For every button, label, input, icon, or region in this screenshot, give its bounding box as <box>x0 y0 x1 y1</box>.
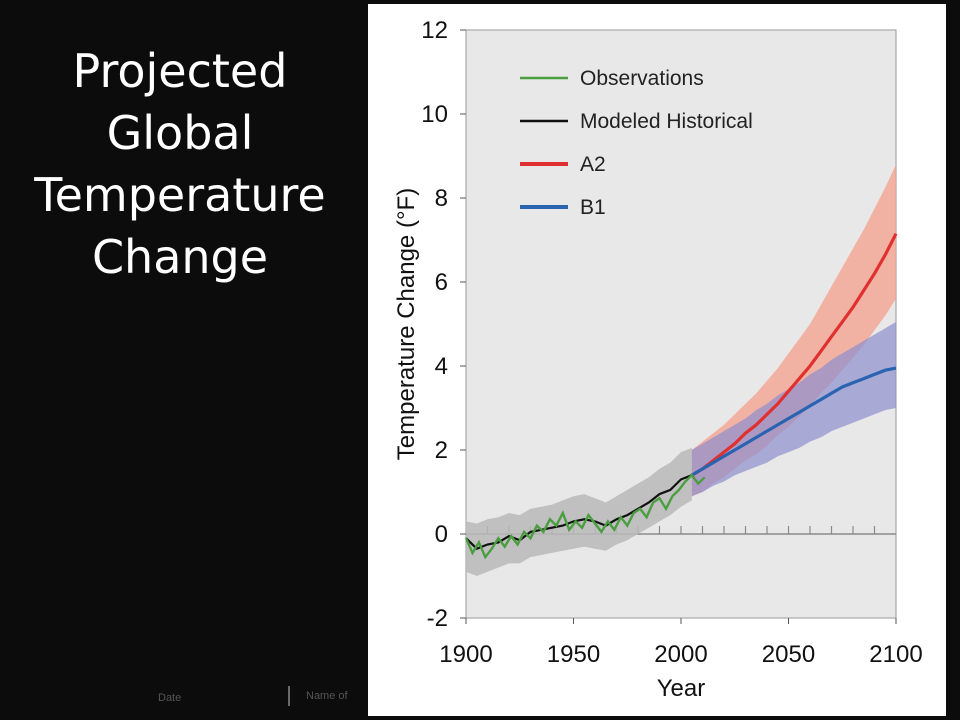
legend-label: A2 <box>580 153 606 176</box>
modeled-historical-line <box>465 474 693 550</box>
title-line-4: Change <box>91 230 269 284</box>
a2-range-band <box>691 164 896 497</box>
y-tick-label: 8 <box>435 185 448 212</box>
x-axis-title: Year <box>657 675 706 702</box>
legend-label: B1 <box>580 196 606 219</box>
temperature-chart: -2 0 2 4 6 8 10 12 1900 1950 2000 2050 2100 Year Tempe… <box>393 17 923 702</box>
footer-divider <box>288 686 290 706</box>
footer-date: Date <box>158 692 182 704</box>
y-axis-title: Temperature Change (°F) <box>393 188 420 460</box>
title-line-3: Temperature <box>34 168 326 222</box>
y-tick-label: 6 <box>435 269 448 296</box>
b1-range-band <box>691 321 896 497</box>
slide-title: Projected Global Temperature Change <box>10 40 350 288</box>
y-tick-label: 0 <box>435 521 448 548</box>
title-line-1: Projected <box>72 44 288 98</box>
footer-name: Name of <box>306 690 348 702</box>
y-tick-label: 2 <box>435 437 448 464</box>
y-tick-label: 4 <box>435 353 448 380</box>
x-tick-label: 2100 <box>869 641 922 668</box>
legend-label: Observations <box>580 67 704 90</box>
y-tick-label: 10 <box>421 101 448 128</box>
x-tick-label: 1900 <box>439 641 492 668</box>
historical-range-band <box>466 447 692 576</box>
x-tick-label: 2000 <box>654 641 707 668</box>
legend-label: Modeled Historical <box>580 110 753 133</box>
y-tick-label: -2 <box>427 605 448 632</box>
a2-line <box>690 232 898 477</box>
chart-panel: -2 0 2 4 6 8 10 12 1900 1950 2000 2050 2100 Year Tempe… <box>368 4 946 716</box>
x-tick-label: 1950 <box>547 641 600 668</box>
y-tick-label: 12 <box>421 17 448 44</box>
x-tick-label: 2050 <box>762 641 815 668</box>
observations-line <box>464 473 706 560</box>
b1-line <box>690 366 897 477</box>
title-line-2: Global <box>106 106 254 160</box>
